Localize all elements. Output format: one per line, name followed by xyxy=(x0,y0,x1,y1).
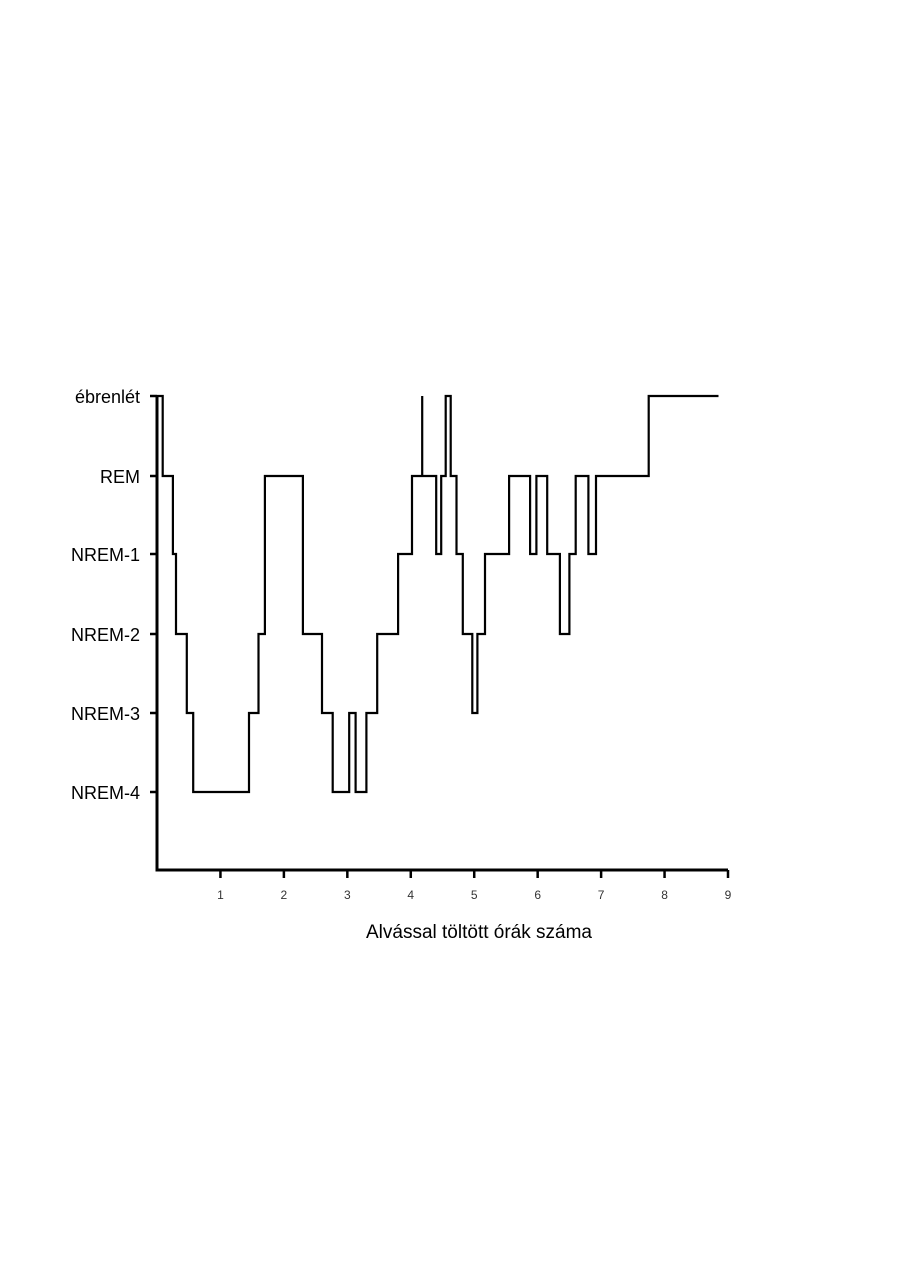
x-tick-label: 2 xyxy=(281,888,288,902)
x-axis-title: Alvással töltött órák száma xyxy=(366,922,592,943)
x-axis-tick-labels: 1 2 3 4 5 6 7 8 9 xyxy=(217,888,732,902)
y-tick-label: NREM-4 xyxy=(71,783,140,803)
y-tick-label: NREM-2 xyxy=(71,625,140,645)
x-tick-label: 8 xyxy=(661,888,668,902)
x-tick-label: 9 xyxy=(725,888,732,902)
y-axis-labels: NREM-4 NREM-3 NREM-2 NREM-1 REM ébrenlét xyxy=(71,387,140,803)
x-tick-label: 6 xyxy=(534,888,541,902)
y-tick-label: NREM-3 xyxy=(71,704,140,724)
x-tick-label: 3 xyxy=(344,888,351,902)
x-tick-label: 7 xyxy=(598,888,605,902)
y-tick-label: NREM-1 xyxy=(71,545,140,565)
hypnogram-line xyxy=(157,394,719,794)
y-tick-label: ébrenlét xyxy=(75,387,140,407)
x-tick-label: 5 xyxy=(471,888,478,902)
x-axis-ticks xyxy=(219,870,730,878)
x-tick-label: 1 xyxy=(217,888,224,902)
x-tick-label: 4 xyxy=(407,888,414,902)
y-tick-label: REM xyxy=(100,467,140,487)
